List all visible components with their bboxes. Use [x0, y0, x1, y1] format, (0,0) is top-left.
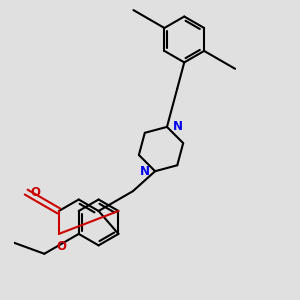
Text: N: N — [140, 165, 149, 178]
Text: N: N — [172, 120, 183, 134]
Text: O: O — [30, 186, 40, 199]
Text: O: O — [56, 239, 66, 253]
